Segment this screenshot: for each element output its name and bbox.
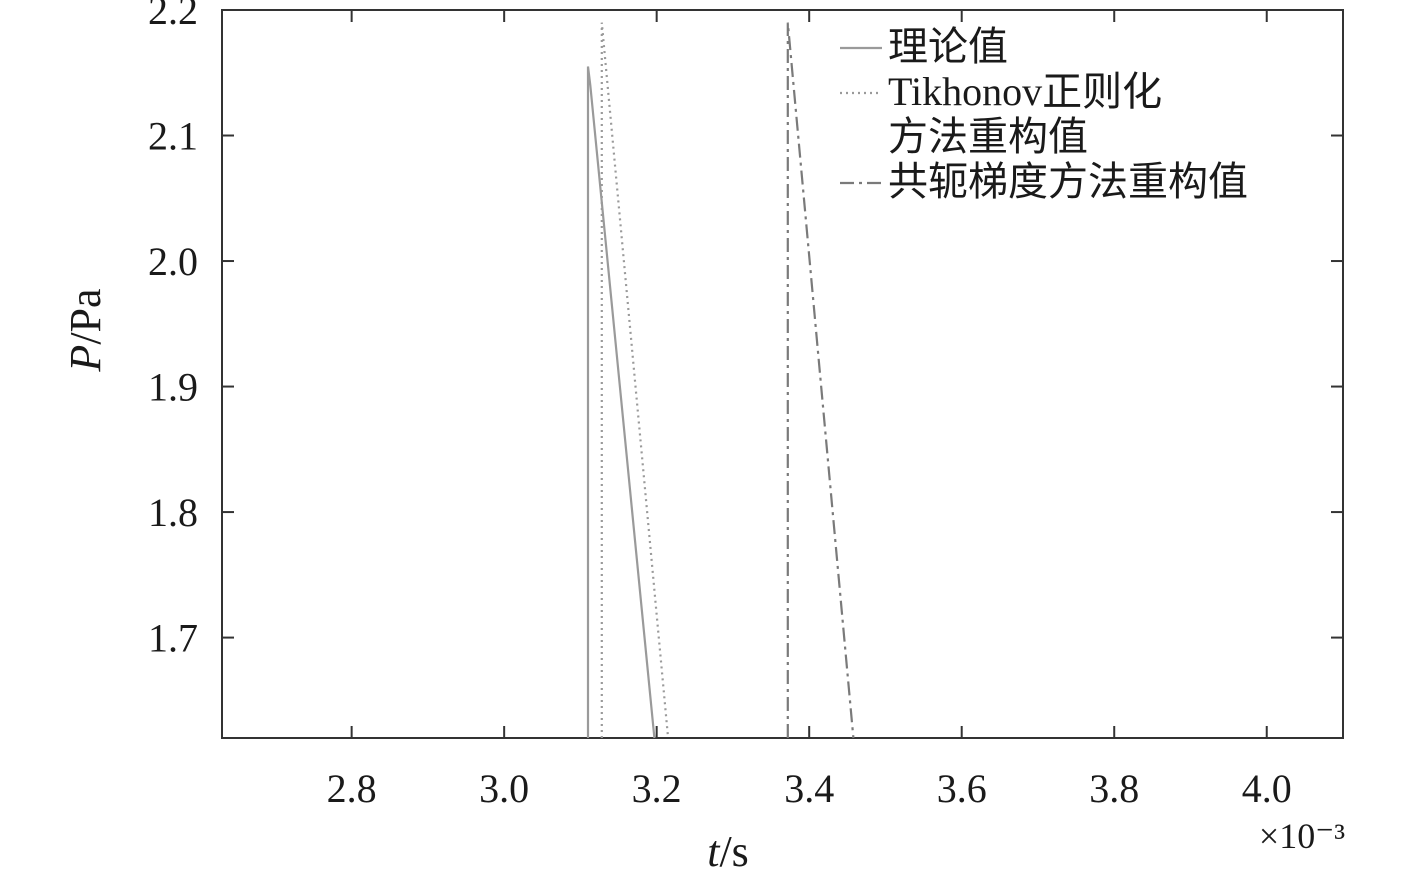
x-tick-label: 2.8 (327, 766, 377, 811)
series-line (586, 66, 656, 739)
y-axis-title: P/Pa (61, 288, 110, 372)
legend-label: 共轭梯度方法重构值 (888, 159, 1248, 204)
legend-label: 方法重构值 (888, 114, 1088, 159)
x-tick-label: 4.0 (1242, 766, 1292, 811)
legend-label: Tikhonov正则化 (888, 69, 1162, 114)
plot-area-frame (221, 9, 1344, 739)
x-tick-label: 3.6 (937, 766, 987, 811)
x-tick-label: 3.8 (1089, 766, 1139, 811)
x-tick-label: 3.2 (632, 766, 682, 811)
series-line (786, 22, 855, 739)
x-tick-label: 3.4 (784, 766, 834, 811)
y-tick-label: 2.0 (148, 239, 198, 284)
series-line (600, 22, 670, 739)
y-tick-label: 1.7 (148, 616, 198, 661)
y-tick-label: 2.1 (148, 114, 198, 159)
y-tick-label: 1.9 (148, 365, 198, 410)
axis-ticks: 2.8 3.0 3.2 3.4 3.6 3.8 4.0 1.7 1.8 1.9 2.0 2.1 2.2 (148, 0, 1343, 811)
legend-label: 理论值 (888, 24, 1008, 69)
x-axis-scale-label: ×10⁻³ (1259, 816, 1345, 856)
y-tick-label: 1.8 (148, 490, 198, 535)
y-tick-label: 2.2 (148, 0, 198, 33)
series-lines (586, 22, 855, 739)
x-tick-label: 3.0 (479, 766, 529, 811)
x-axis-title: t/s (707, 827, 749, 873)
